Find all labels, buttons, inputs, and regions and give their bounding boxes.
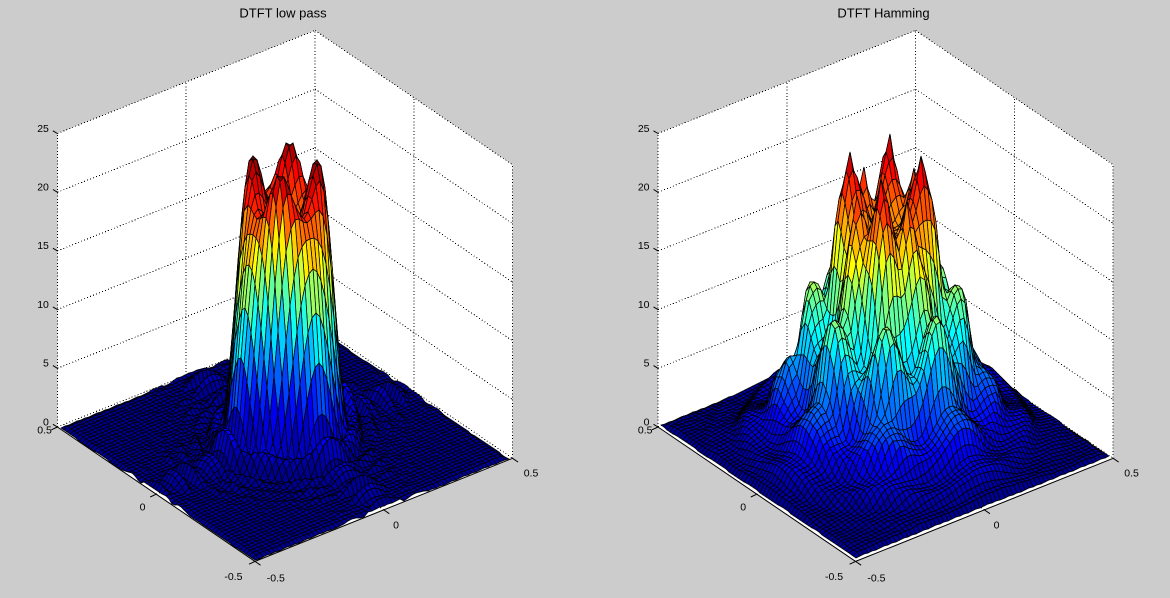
- svg-text:25: 25: [638, 123, 650, 135]
- svg-text:0: 0: [994, 519, 1000, 531]
- svg-text:-0.5: -0.5: [267, 572, 285, 584]
- svg-text:0: 0: [43, 416, 49, 428]
- svg-text:5: 5: [644, 358, 650, 370]
- svg-text:0: 0: [393, 519, 399, 531]
- svg-text:-0.5: -0.5: [825, 571, 843, 583]
- svg-text:10: 10: [37, 299, 49, 311]
- svg-text:0.5: 0.5: [524, 468, 539, 480]
- svg-text:0: 0: [140, 502, 146, 514]
- svg-text:DTFT low pass: DTFT low pass: [239, 6, 327, 21]
- svg-text:0: 0: [644, 416, 650, 428]
- svg-text:20: 20: [37, 182, 49, 194]
- svg-text:-0.5: -0.5: [867, 572, 885, 584]
- svg-text:15: 15: [638, 240, 650, 252]
- svg-text:0.5: 0.5: [638, 425, 653, 437]
- svg-text:5: 5: [43, 358, 49, 370]
- svg-text:0.5: 0.5: [1124, 468, 1139, 480]
- svg-text:20: 20: [638, 182, 650, 194]
- svg-text:15: 15: [37, 240, 49, 252]
- svg-text:0: 0: [740, 502, 746, 514]
- svg-text:-0.5: -0.5: [224, 571, 242, 583]
- svg-text:25: 25: [37, 123, 49, 135]
- svg-text:DTFT Hamming: DTFT Hamming: [837, 6, 929, 21]
- svg-text:10: 10: [638, 299, 650, 311]
- svg-text:0.5: 0.5: [37, 425, 52, 437]
